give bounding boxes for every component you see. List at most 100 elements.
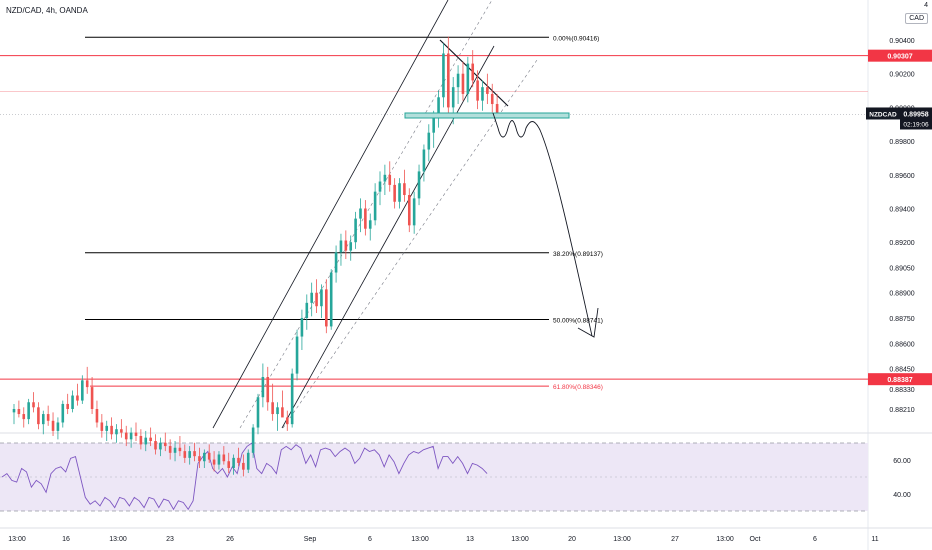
fib-level-label: 38.20%(0.89137) (553, 251, 603, 258)
candle (22, 407, 26, 428)
price-tick-label: 0.89200 (889, 240, 914, 247)
horizontal-lines[interactable] (0, 55, 868, 380)
channel-lower-line[interactable] (281, 45, 495, 429)
rsi-line (1, 442, 488, 511)
candle (71, 390, 74, 413)
price-tick-label: 0.88450 (889, 367, 914, 374)
candle (461, 61, 465, 101)
price-tick-label: 0.88900 (889, 291, 914, 298)
candle (12, 403, 16, 425)
time-tick-label: Oct (750, 536, 761, 543)
candle (490, 83, 494, 113)
candle (222, 446, 226, 465)
candle (398, 178, 401, 209)
channel-upper-line[interactable] (212, 0, 449, 429)
candle (173, 441, 177, 462)
candle (388, 161, 392, 192)
candle (46, 405, 50, 426)
price-tick-label: 0.89050 (889, 265, 914, 272)
candlesticks (12, 36, 499, 477)
time-tick-label: 13:00 (8, 536, 26, 543)
price-tick-label: 0.88210 (889, 407, 914, 414)
candle (393, 178, 396, 209)
candle (276, 402, 279, 431)
projection-path[interactable] (492, 112, 599, 338)
candle (139, 429, 143, 450)
last-price-label: 0.89958 (903, 111, 928, 118)
candle (232, 454, 235, 475)
candle (198, 447, 201, 468)
candle (85, 366, 89, 394)
candle (407, 188, 411, 233)
price-tick-label: 0.90200 (889, 72, 914, 79)
time-tick-label: 23 (166, 536, 174, 543)
time-tick-label: 13:00 (411, 536, 429, 543)
candle (32, 392, 35, 413)
candle (168, 439, 172, 460)
support-zone[interactable] (404, 112, 570, 119)
candle (481, 80, 484, 111)
time-tick-label: 13:00 (613, 536, 631, 543)
candle (120, 419, 123, 438)
candle (61, 400, 65, 428)
candle (320, 284, 323, 319)
candle (163, 432, 167, 452)
candle (129, 427, 133, 448)
last-price-badge (900, 107, 932, 130)
projection-arrowhead (577, 307, 599, 338)
rsi-band (0, 443, 868, 511)
time-tick-label: Sep (304, 536, 317, 543)
symbol-title[interactable]: NZD/CAD, 4h, OANDA (6, 6, 88, 15)
candle (261, 363, 265, 408)
candle (373, 183, 377, 226)
candle (242, 454, 245, 477)
candle (359, 198, 362, 233)
time-tick-label: 11 (871, 536, 878, 543)
candle (271, 383, 274, 421)
time-tick-label: 16 (62, 536, 70, 543)
countdown-label: 02:19:06 (903, 121, 929, 128)
time-tick-label: 13:00 (716, 536, 734, 543)
candle (149, 427, 152, 447)
candle (334, 245, 338, 283)
candle (300, 309, 304, 351)
candle (178, 435, 182, 457)
candle (17, 400, 21, 418)
candle (76, 383, 79, 406)
rsi-tick-label: 60.00 (893, 458, 911, 465)
candle (456, 65, 460, 105)
candle (339, 233, 343, 266)
candle (144, 430, 148, 452)
symbol-tag (866, 107, 900, 120)
axes: 0.904000.902000.900000.898000.896000.894… (8, 38, 932, 543)
candle (159, 437, 162, 457)
time-tick-label: 13:00 (109, 536, 127, 543)
candle (110, 417, 113, 440)
price-badge-label: 0.88387 (887, 377, 912, 384)
currency-badge[interactable]: CAD (905, 13, 928, 24)
candle (295, 329, 299, 381)
candle (207, 444, 211, 463)
support-zone-box[interactable] (404, 112, 570, 119)
fibonacci-retracement[interactable]: 0.00%(0.90416) 38.20%(0.89137) 50.00%(0.88… (85, 35, 603, 391)
time-tick-label: 6 (368, 536, 372, 543)
price-tick-label: 0.88330 (889, 387, 914, 394)
price-tick-label: 0.89400 (889, 206, 914, 213)
candle (310, 282, 313, 317)
candle (427, 124, 431, 162)
candle (183, 444, 187, 463)
candle (217, 451, 221, 470)
candle (383, 164, 387, 196)
candle (203, 449, 206, 468)
price-tick-label: 0.89800 (889, 139, 914, 146)
candle (237, 447, 240, 467)
candle (437, 90, 440, 128)
corner-label: 4 (924, 2, 928, 9)
candle (315, 279, 318, 313)
candle (227, 452, 231, 474)
candle (417, 164, 421, 206)
candle (154, 434, 157, 455)
time-tick-label: 27 (671, 536, 679, 543)
projection-curve[interactable] (492, 112, 593, 337)
